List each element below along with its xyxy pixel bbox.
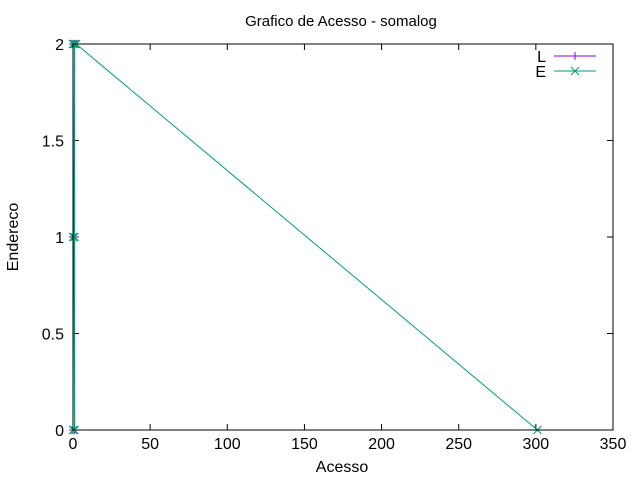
y-tick-label: 1.5 [42,134,64,151]
x-tick-label: 250 [445,436,472,453]
series-e-line [72,43,538,431]
x-tick-label: 150 [291,436,318,453]
x-tick-label: 100 [214,436,241,453]
x-tick-label: 0 [69,436,78,453]
legend: LE [535,49,596,81]
axis-ticks: 0 50 100 150 200 250 300 350 0 0.5 1 1.5 2 [42,37,627,453]
y-tick-label: 0.5 [42,327,64,344]
x-tick-label: 200 [368,436,395,453]
y-axis-title: Endereco [5,203,22,272]
series-e-point [70,232,79,242]
x-tick-label: 50 [141,436,159,453]
x-tick-label: 350 [600,436,627,453]
y-tick-label: 1 [55,230,64,247]
series-layer [68,39,542,435]
legend-item-l: L [537,49,596,66]
legend-marker [570,66,580,76]
legend-marker [571,52,579,60]
x-axis-title: Acesso [316,459,369,476]
series-e [68,39,542,435]
y-tick-label: 0 [55,423,64,440]
legend-item-e: E [535,64,596,81]
x-tick-label: 300 [523,436,550,453]
y-tick-label: 2 [55,37,64,54]
chart-title: Grafico de Acesso - somalog [245,13,437,30]
legend-label: E [535,64,546,81]
plot-frame [72,43,614,431]
legend-label: L [537,49,546,66]
